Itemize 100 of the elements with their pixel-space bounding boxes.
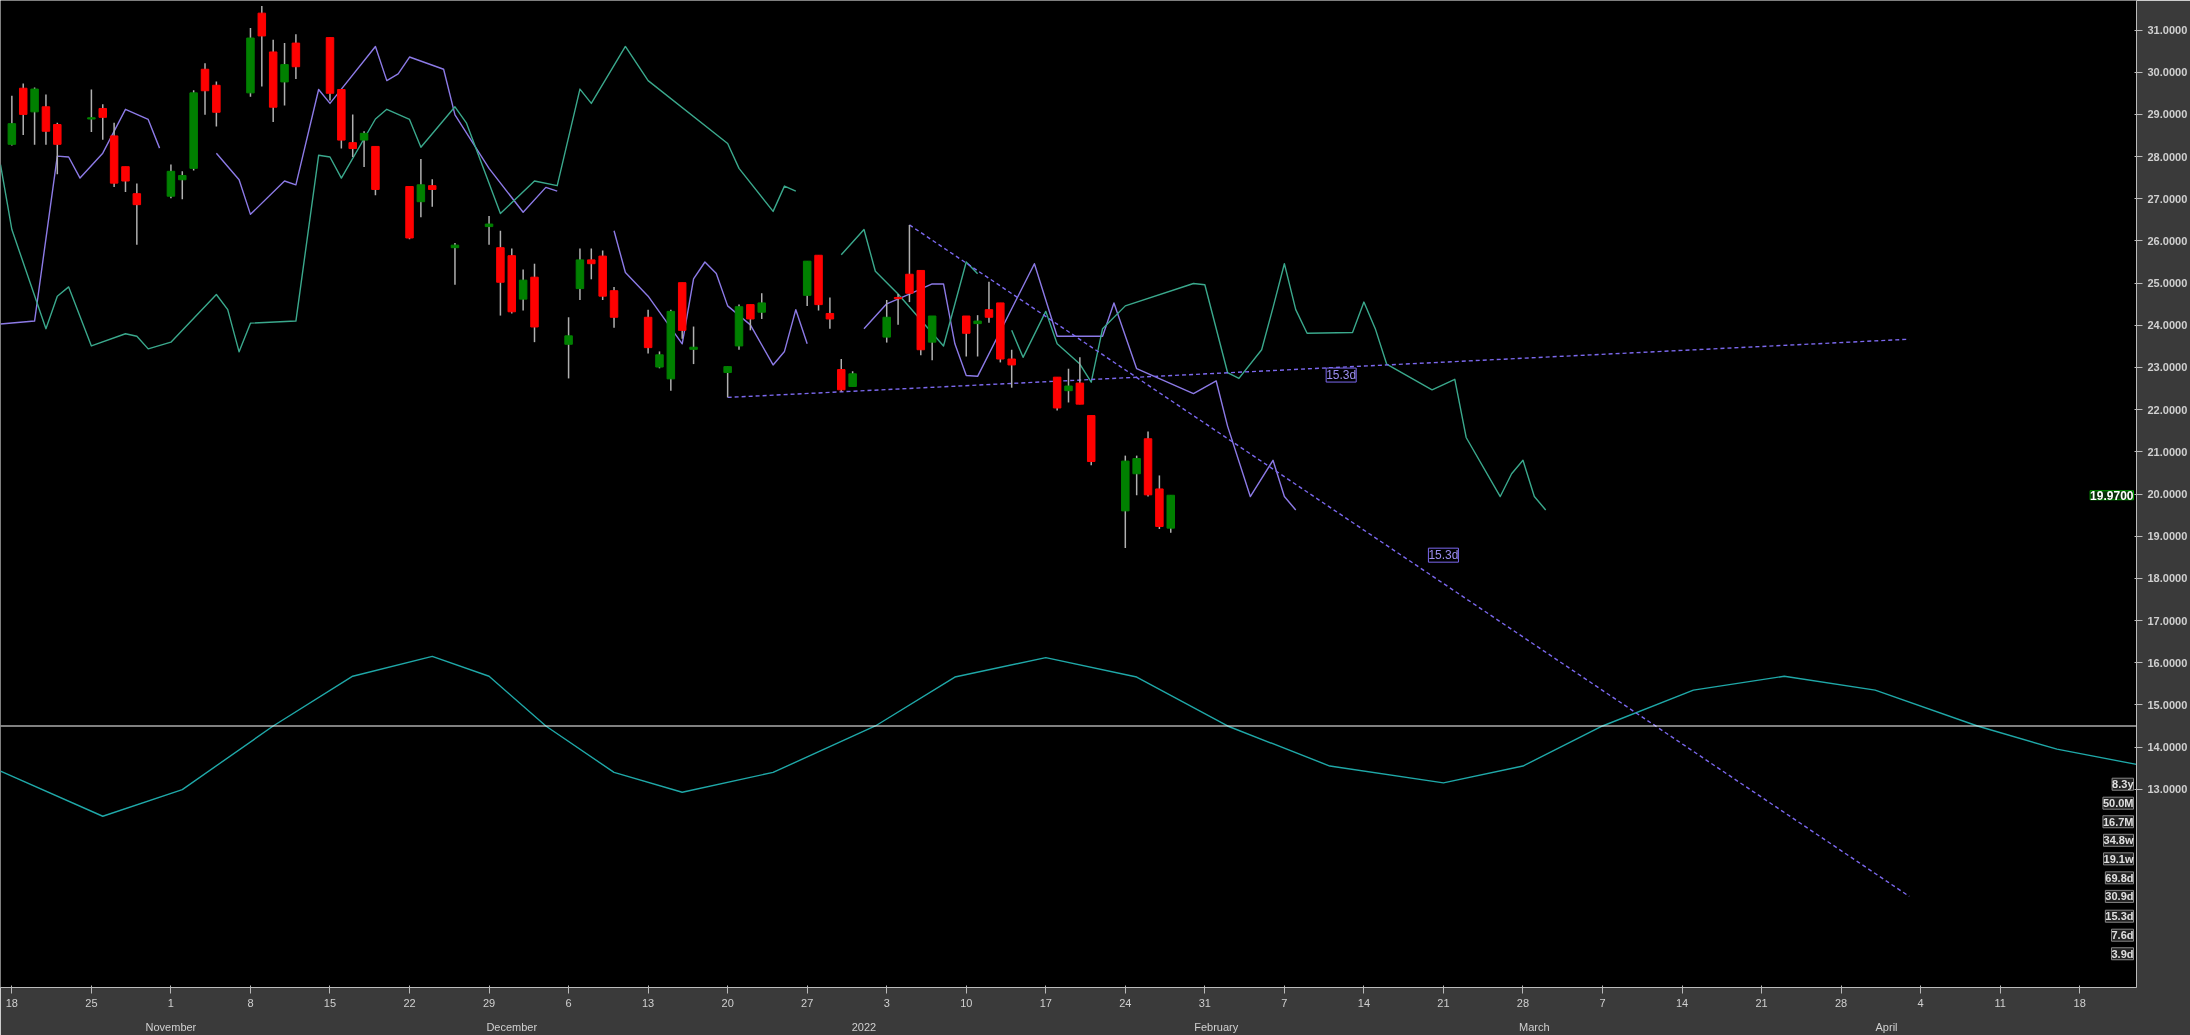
annotation: 19.9700 (2090, 488, 2134, 503)
candlestick (359, 130, 369, 168)
candlestick (98, 103, 107, 141)
candlestick (518, 268, 528, 312)
x2-tick-label: December (486, 1020, 538, 1033)
x-tick-label: 1 (167, 996, 174, 1009)
y-tick-label: 23.0000 (2147, 361, 2188, 374)
y-tick-label: 15.0000 (2147, 698, 2188, 711)
y-tick-label: 16.0000 (2147, 656, 2188, 669)
candlestick (689, 325, 698, 365)
candlestick (882, 299, 891, 344)
candlestick (905, 224, 914, 303)
x-tick-label: 14 (1675, 996, 1689, 1009)
candlestick (1064, 367, 1073, 404)
x-tick-label: 24 (1119, 996, 1132, 1009)
x-tick-label: 29 (482, 996, 496, 1009)
x-tick-label: 11 (1994, 996, 2006, 1009)
y-tick-label: 24.0000 (2147, 319, 2188, 332)
x-tick-label: 17 (1039, 996, 1052, 1009)
x2-tick-label: 2022 (851, 1020, 877, 1033)
y-tick-label: 21.0000 (2147, 445, 2188, 458)
x2-tick-label: March (1519, 1020, 1550, 1033)
candlestick (200, 62, 210, 116)
annotation: 19.1w (2103, 852, 2134, 865)
y-tick-label: 27.0000 (2147, 192, 2188, 205)
annotation: 8.3y (2112, 778, 2135, 791)
candlestick (973, 314, 982, 358)
candlestick (121, 165, 130, 193)
y-tick-label: 19.0000 (2147, 530, 2188, 543)
x-tick-label: 21 (1755, 996, 1768, 1009)
x-tick-label: 7 (1281, 996, 1288, 1009)
y-tick-label: 18.0000 (2147, 572, 2188, 585)
annotation: 15.3d (1326, 368, 1357, 383)
y-tick-label: 25.0000 (2147, 277, 2188, 290)
annotation: 34.8w (2103, 834, 2134, 847)
x-tick-label: 18 (2073, 996, 2086, 1009)
line-series (0, 655, 2137, 817)
candlestick (564, 316, 573, 380)
y-tick-label: 17.0000 (2147, 614, 2188, 627)
y-tick-label: 20.0000 (2147, 488, 2188, 500)
x-tick-label: 10 (960, 996, 973, 1009)
y-tick-label: 13.0000 (2147, 783, 2188, 796)
annotation: 69.8d (2105, 871, 2134, 884)
candlestick (280, 42, 289, 107)
x-tick-label: 14 (1357, 996, 1371, 1009)
y-tick-label: 31.0000 (2147, 24, 2188, 37)
x-tick-label: 20 (721, 996, 734, 1009)
candlestick (178, 170, 187, 200)
candlestick (962, 315, 971, 358)
annotation: 50.0M (2102, 797, 2134, 810)
annotation: 15.3d (2105, 910, 2134, 923)
candlestick (416, 158, 426, 219)
x-tick-label: 21 (1437, 996, 1450, 1009)
candlestick (587, 247, 596, 281)
x-tick-label: 7 (1599, 996, 1606, 1009)
x-tick-label: 3 (883, 996, 890, 1009)
x-tick-label: 13 (642, 996, 655, 1009)
y-tick-label: 14.0000 (2147, 741, 2188, 754)
annotation: 30.9d (2105, 890, 2134, 903)
candlestick (746, 303, 755, 332)
x-tick-label: 8 (247, 996, 254, 1009)
x-tick-label: 4 (1917, 996, 1924, 1009)
candlestick (1132, 454, 1141, 497)
candlestick (30, 86, 39, 146)
candlestick (7, 95, 17, 147)
x-tick-label: 6 (565, 996, 572, 1009)
candlestick (757, 292, 766, 320)
x-tick-label: 28 (1516, 996, 1530, 1009)
x2-tick-label: February (1194, 1020, 1239, 1033)
candlestick (257, 5, 267, 88)
x-tick-label: 15 (323, 996, 337, 1009)
candlestick (132, 182, 142, 246)
x-tick-label: 25 (85, 996, 98, 1009)
x2-tick-label: November (145, 1020, 197, 1033)
x-tick-label: 18 (5, 996, 18, 1009)
x-tick-label: 31 (1198, 996, 1211, 1009)
candlestick (53, 122, 62, 176)
candlestick (87, 88, 96, 133)
x2-tick-label: April (1875, 1020, 1898, 1033)
x-tick-label: 28 (1834, 996, 1848, 1009)
candlestick (825, 296, 835, 330)
annotation: 7.6d (2111, 929, 2134, 942)
x-tick-label: 27 (801, 996, 814, 1009)
candlestick (1007, 349, 1016, 389)
annotation: 15.3d (1428, 548, 1459, 563)
annotation: 3.9d (2111, 947, 2134, 960)
candlestick (348, 113, 357, 158)
x-tick-label: 22 (403, 996, 416, 1009)
candlestick (291, 33, 301, 80)
candlestick (428, 178, 437, 208)
y-tick-label: 29.0000 (2147, 108, 2188, 121)
y-tick-label: 30.0000 (2147, 66, 2188, 79)
candlestick (1075, 356, 1085, 405)
candlestick (837, 358, 846, 393)
y-tick-label: 22.0000 (2147, 403, 2188, 416)
annotation: 16.7M (2102, 815, 2134, 828)
y-tick-label: 28.0000 (2147, 150, 2188, 163)
candlestick (450, 242, 460, 286)
candlestick (723, 365, 732, 399)
candlestick (484, 215, 494, 246)
